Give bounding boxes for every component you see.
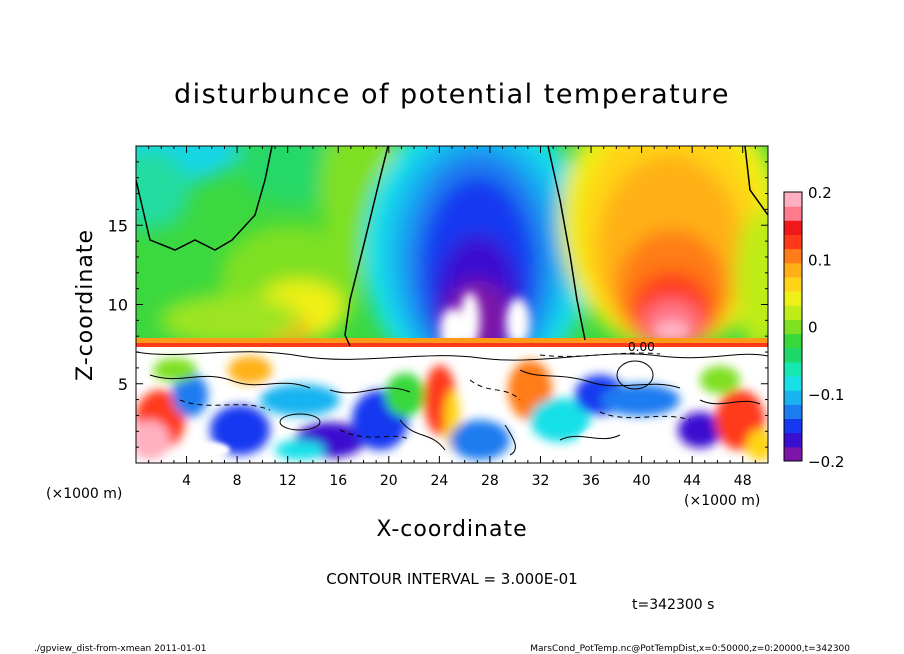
x-tick-label: 36 xyxy=(582,473,600,489)
colorbar-segment xyxy=(784,376,802,391)
colorbar-frame xyxy=(783,191,803,462)
colorbar-tick-label: 0.2 xyxy=(808,184,832,202)
colorbar-segment xyxy=(784,248,802,264)
x-tick-label: 28 xyxy=(481,473,499,489)
colorbar-segment xyxy=(784,432,802,448)
colorbar-segment xyxy=(784,291,802,306)
x-tick-label: 12 xyxy=(279,473,297,489)
footer-right: MarsCond_PotTemp.nc@PotTempDist,x=0:5000… xyxy=(530,644,850,654)
y-tick-label: 5 xyxy=(118,375,128,394)
time-text: t=342300 s xyxy=(632,597,714,613)
colorbar-segment xyxy=(784,206,802,221)
y-axis-ticks: 5 10 15 xyxy=(108,161,768,448)
colorbar-tick-label: −0.1 xyxy=(808,386,844,404)
colorbar-tick-label: −0.2 xyxy=(808,453,844,471)
colorbar-segment xyxy=(784,333,802,349)
y-tick-label: 15 xyxy=(108,216,128,235)
colorbar-segment xyxy=(784,319,802,335)
footer-left: ./gpview_dist-from-xmean 2011-01-01 xyxy=(34,644,206,654)
colorbar-segment xyxy=(784,234,802,250)
colorbar-segment xyxy=(784,446,802,462)
x-tick-label: 40 xyxy=(633,473,651,489)
chart-title: disturbunce of potential temperature xyxy=(174,79,730,110)
colorbar-segment xyxy=(784,305,802,320)
x-axis-label: X-coordinate xyxy=(376,517,527,542)
colorbar-segment xyxy=(784,220,802,235)
y-axis-label: Z-coordinate xyxy=(73,229,98,381)
colorbar-segment xyxy=(784,347,802,363)
x-tick-label: 8 xyxy=(233,473,242,489)
x-tick-label: 4 xyxy=(182,473,191,489)
colorbar-segment xyxy=(784,262,802,278)
colorbar-tick-label: 0 xyxy=(808,319,818,337)
colorbar-segment xyxy=(784,192,802,207)
x-tick-label: 48 xyxy=(734,473,752,489)
contour-label: 0.00 xyxy=(628,340,655,354)
colorbar xyxy=(783,191,803,462)
colorbar-segment xyxy=(784,390,802,405)
x-axis-ticks: 4 8 12 16 20 24 28 32 36 40 44 48 xyxy=(148,146,756,489)
colorbar-ticks: 0.2 0.1 0 −0.1 −0.2 xyxy=(808,184,844,471)
colorbar-segment xyxy=(784,404,802,420)
colorbar-segment xyxy=(784,418,802,434)
x-tick-label: 24 xyxy=(430,473,448,489)
heatmap-field: 0.00 xyxy=(136,146,768,463)
contour-interval-text: CONTOUR INTERVAL = 3.000E-01 xyxy=(326,570,577,588)
y-tick-label: 10 xyxy=(108,296,128,315)
colorbar-tick-label: 0.1 xyxy=(808,251,832,269)
x-tick-label: 16 xyxy=(329,473,347,489)
colorbar-segment xyxy=(784,361,802,377)
x-tick-label: 32 xyxy=(532,473,550,489)
x-tick-label: 20 xyxy=(380,473,398,489)
colorbar-segment xyxy=(784,276,802,292)
x-axis-unit-right: (×1000 m) xyxy=(684,493,760,509)
x-tick-label: 44 xyxy=(683,473,701,489)
x-axis-unit-left: (×1000 m) xyxy=(46,486,122,502)
